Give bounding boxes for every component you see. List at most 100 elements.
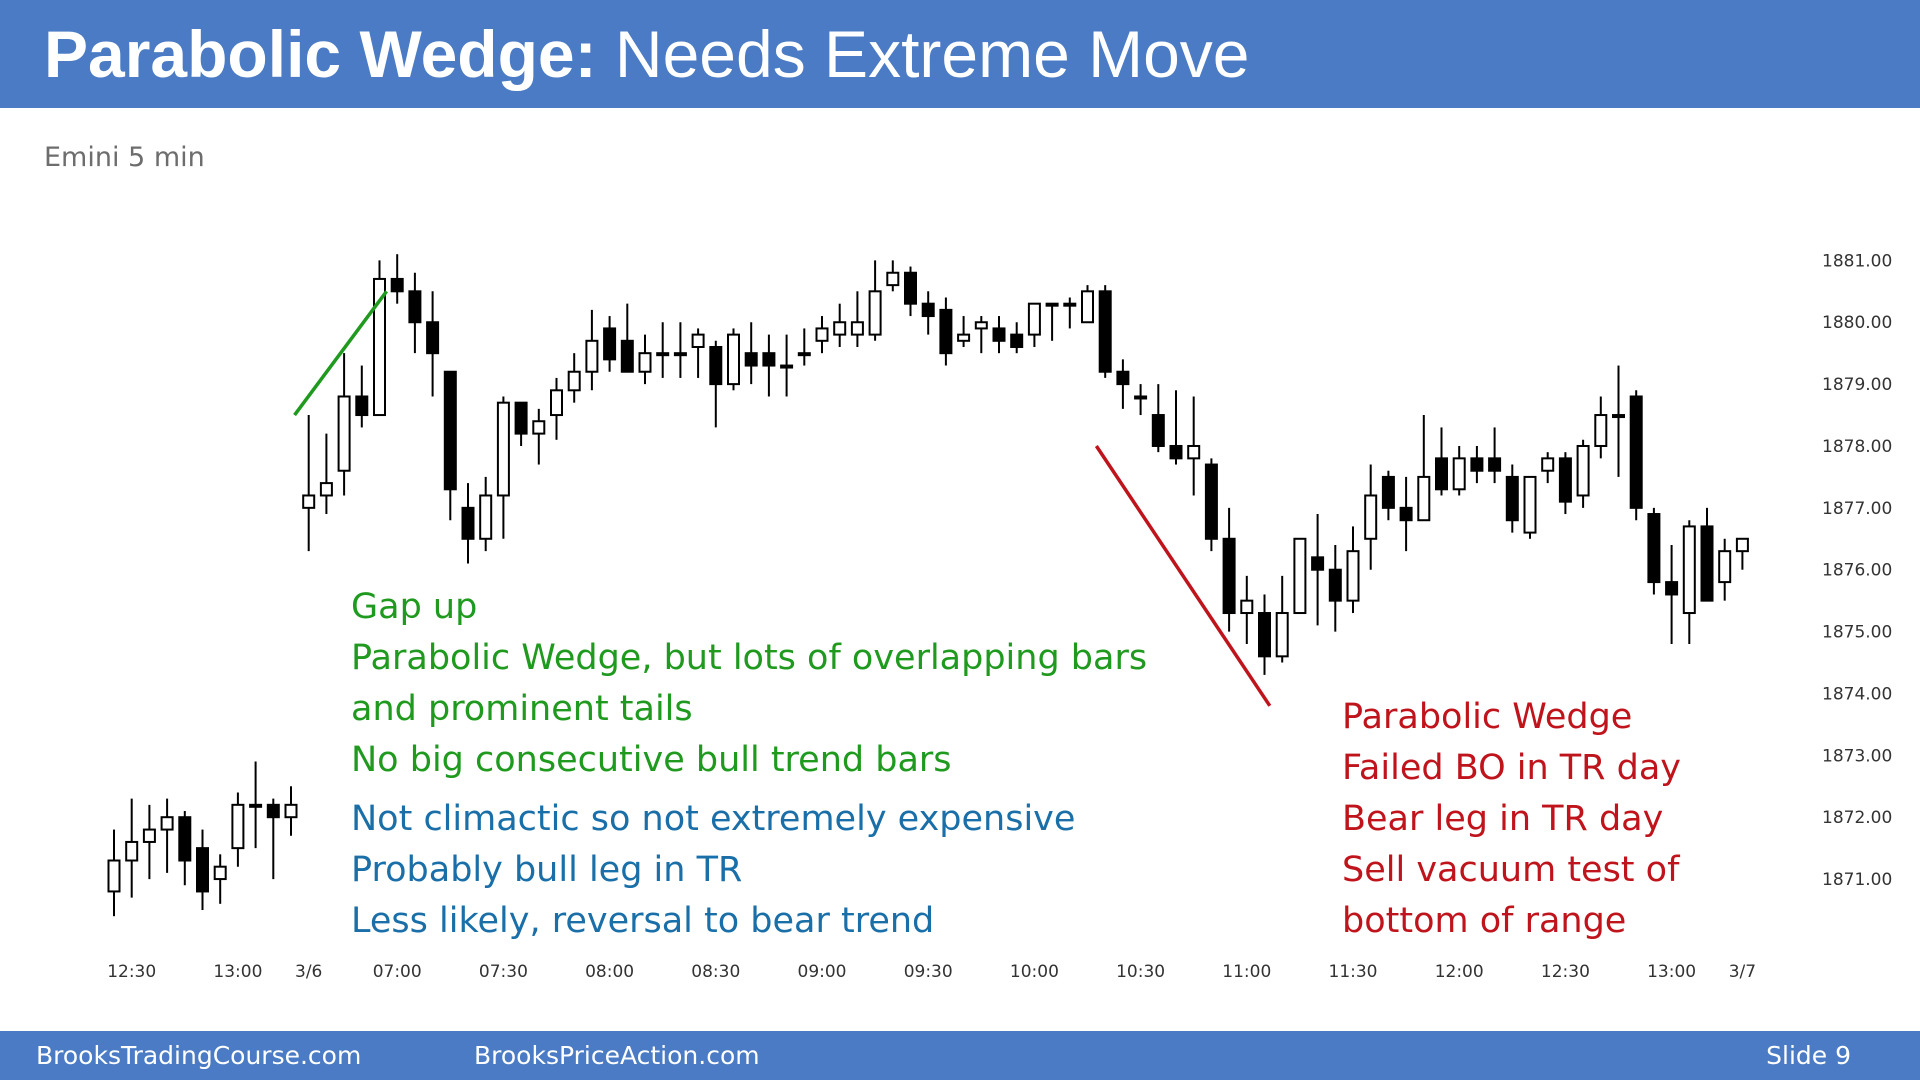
candle-body (461, 506, 475, 540)
candle-body (1682, 525, 1696, 615)
y-tick-label: 1873.00 (1822, 746, 1892, 766)
candle-body (1151, 414, 1165, 447)
x-tick-label: 12:00 (1435, 962, 1484, 982)
candle-body (974, 321, 988, 330)
candle-body (1098, 290, 1112, 373)
candle-body (1027, 302, 1041, 336)
candle-body (1735, 537, 1749, 553)
slide-number: Slide 9 (1766, 1041, 1851, 1070)
green-annotation: Gap up Parabolic Wedge, but lots of over… (351, 582, 1147, 786)
y-tick-label: 1880.00 (1822, 313, 1892, 333)
candle-body (231, 803, 245, 850)
y-tick-label: 1879.00 (1822, 375, 1892, 395)
candle-body (1240, 599, 1254, 615)
x-tick-label: 13:00 (1647, 962, 1696, 982)
candle-body (815, 327, 829, 342)
candle-body (638, 352, 652, 373)
y-tick-label: 1872.00 (1822, 808, 1892, 828)
candle-body (125, 840, 139, 862)
candle-body (142, 828, 156, 843)
candle-body (620, 339, 634, 373)
candle-body (1612, 414, 1625, 419)
candle-body (337, 395, 351, 472)
x-tick-label: 10:30 (1116, 962, 1165, 982)
candle-body (408, 290, 422, 324)
candle-body (1081, 290, 1094, 324)
green-annotation-line: Gap up (351, 587, 478, 627)
candle-body (443, 370, 457, 491)
y-tick-label: 1876.00 (1822, 561, 1892, 581)
candle-body (1505, 475, 1519, 522)
red-annotation-line: Bear leg in TR day (1342, 799, 1664, 839)
candle-body (762, 352, 776, 367)
blue-annotation-line: Less likely, reversal to bear trend (351, 901, 935, 941)
x-tick-label: 08:00 (585, 962, 634, 982)
y-tick-label: 1878.00 (1822, 437, 1892, 457)
candle-body (1204, 463, 1218, 540)
footer-link-priceaction[interactable]: BrooksPriceAction.com (474, 1041, 760, 1070)
red-annotation-line: Parabolic Wedge (1342, 697, 1633, 737)
candle-body (1700, 525, 1714, 602)
candle-body (1647, 513, 1661, 584)
candle-body (426, 321, 440, 355)
candle-body (1045, 302, 1059, 307)
candle-body (1558, 457, 1572, 503)
blue-annotation-line: Probably bull leg in TR (351, 850, 743, 890)
candle-body (904, 271, 917, 305)
candle-body (355, 395, 369, 417)
candle-body (992, 327, 1006, 342)
candle-body (1435, 457, 1448, 491)
candle-body (1541, 457, 1555, 472)
candle-body (673, 352, 687, 357)
candle-body (107, 859, 121, 893)
footer-link-course[interactable]: BrooksTradingCourse.com (36, 1041, 362, 1070)
slide-title-rest: Needs Extreme Move (596, 17, 1250, 91)
candle-body (266, 803, 280, 819)
candle-body (957, 333, 971, 342)
x-tick-label: 08:30 (691, 962, 740, 982)
y-tick-label: 1874.00 (1822, 684, 1892, 704)
x-tick-label: 11:30 (1329, 962, 1378, 982)
x-tick-label: 07:30 (479, 962, 528, 982)
candle-body (567, 370, 581, 392)
candle-body (1010, 333, 1024, 348)
candle-body (833, 321, 847, 336)
red-annotation-line: bottom of range (1342, 901, 1627, 941)
candle-body (479, 494, 493, 540)
candle-body (1594, 414, 1608, 447)
candle-body (797, 352, 811, 357)
x-tick-label: 10:00 (1010, 962, 1059, 982)
x-tick-label: 11:00 (1222, 962, 1271, 982)
blue-annotation-line: Not climactic so not extremely expensive (351, 799, 1076, 839)
x-tick-label: 07:00 (373, 962, 422, 982)
candle-body (496, 401, 510, 497)
candle-body (1576, 444, 1590, 497)
y-tick-label: 1871.00 (1822, 870, 1892, 890)
candle-body (1222, 537, 1236, 615)
candle-body (1063, 302, 1077, 307)
candle-body (1311, 556, 1325, 571)
candle-body (939, 308, 953, 355)
candle-body (373, 277, 386, 417)
blue-annotation: Not climactic so not extremely expensive… (351, 794, 1075, 947)
candle-body (921, 302, 935, 318)
candle-body (302, 494, 316, 509)
title-bar: Parabolic Wedge: Needs Extreme Move (0, 0, 1920, 108)
candle-body (603, 327, 617, 361)
candle-body (1364, 494, 1378, 540)
candle-body (1470, 457, 1484, 472)
candle-body (1629, 395, 1643, 509)
candle-body (178, 816, 192, 862)
candle-body (319, 482, 333, 497)
candle-body (1169, 444, 1183, 460)
candle-body (284, 803, 298, 819)
candle-body (691, 333, 705, 348)
green-annotation-line: Parabolic Wedge, but lots of overlapping… (351, 638, 1148, 678)
candle-body (780, 364, 794, 369)
green-annotation-line: No big consecutive bull trend bars (351, 740, 952, 780)
x-tick-label: 09:30 (904, 962, 953, 982)
slide-title-bold: Parabolic Wedge: (44, 17, 597, 91)
candle-body (550, 389, 563, 417)
x-tick-label: 12:30 (107, 962, 156, 982)
candle-body (727, 333, 740, 386)
